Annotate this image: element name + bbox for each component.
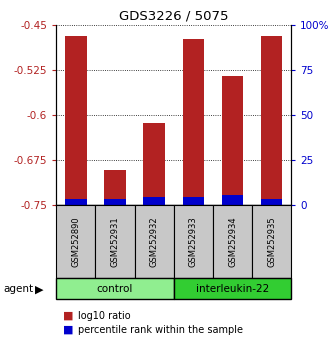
Bar bbox=[143, 123, 165, 205]
Bar bbox=[252, 205, 291, 278]
Title: GDS3226 / 5075: GDS3226 / 5075 bbox=[119, 9, 228, 22]
Bar bbox=[56, 205, 95, 278]
Bar bbox=[174, 205, 213, 278]
Bar bbox=[222, 76, 243, 205]
Bar bbox=[104, 199, 126, 205]
Bar bbox=[65, 199, 87, 205]
Bar bbox=[261, 36, 282, 205]
Bar bbox=[222, 195, 243, 205]
Text: GSM252931: GSM252931 bbox=[111, 216, 119, 267]
Bar bbox=[65, 36, 87, 205]
Bar bbox=[183, 197, 204, 205]
Bar bbox=[261, 199, 282, 205]
Text: GSM252890: GSM252890 bbox=[71, 216, 80, 267]
Text: GSM252935: GSM252935 bbox=[267, 216, 276, 267]
Text: ▶: ▶ bbox=[35, 285, 43, 295]
Text: agent: agent bbox=[3, 284, 33, 293]
Bar bbox=[183, 39, 204, 205]
Bar bbox=[213, 205, 252, 278]
Bar bbox=[174, 278, 291, 299]
Text: control: control bbox=[97, 284, 133, 293]
Bar bbox=[104, 170, 126, 205]
Text: log10 ratio: log10 ratio bbox=[78, 311, 130, 321]
Text: GSM252933: GSM252933 bbox=[189, 216, 198, 267]
Bar bbox=[95, 205, 135, 278]
Text: GSM252934: GSM252934 bbox=[228, 216, 237, 267]
Text: GSM252932: GSM252932 bbox=[150, 216, 159, 267]
Bar bbox=[56, 278, 174, 299]
Text: ■: ■ bbox=[63, 311, 73, 321]
Bar bbox=[143, 197, 165, 205]
Text: interleukin-22: interleukin-22 bbox=[196, 284, 269, 293]
Bar bbox=[135, 205, 174, 278]
Text: percentile rank within the sample: percentile rank within the sample bbox=[78, 325, 243, 335]
Text: ■: ■ bbox=[63, 325, 73, 335]
